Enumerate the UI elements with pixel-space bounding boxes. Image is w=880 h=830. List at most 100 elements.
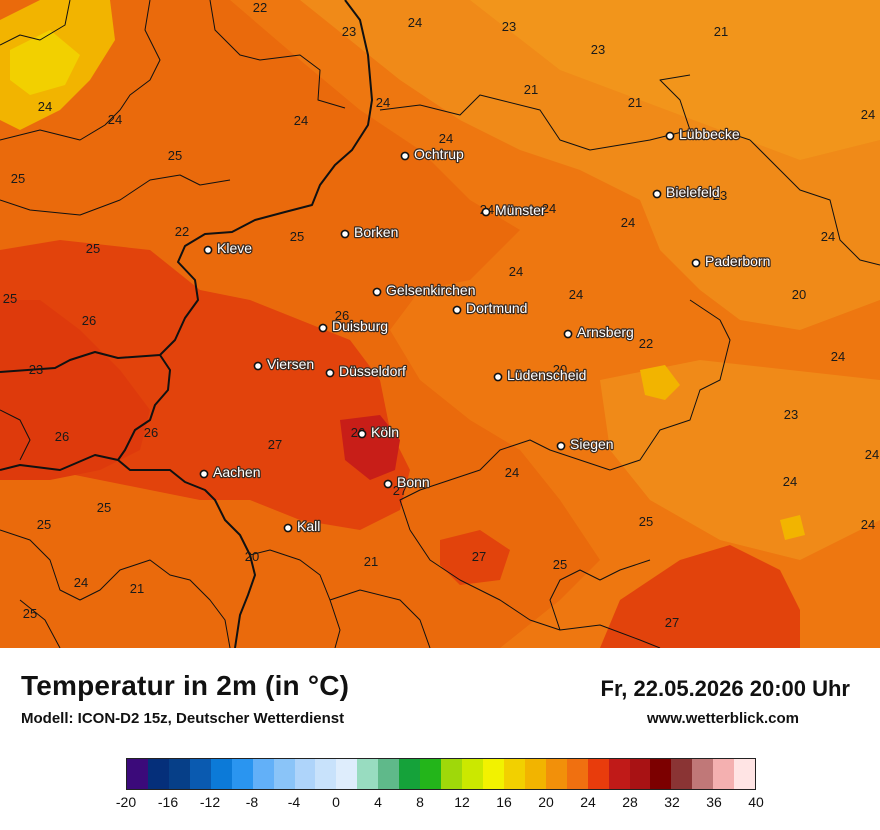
temp-label: 22 bbox=[175, 224, 189, 239]
city-label-siegen: Siegen bbox=[570, 436, 614, 452]
scale-swatch bbox=[692, 759, 714, 789]
map-title: Temperatur in 2m (in °C) bbox=[21, 670, 350, 701]
city-label-dortmund: Dortmund bbox=[466, 300, 527, 316]
temp-label: 25 bbox=[11, 171, 25, 186]
scale-swatch bbox=[734, 759, 756, 789]
scale-swatch bbox=[462, 759, 483, 789]
temp-label: 24 bbox=[509, 264, 523, 279]
scale-swatch bbox=[127, 759, 148, 789]
scale-tick-label: 8 bbox=[416, 794, 424, 810]
city-dot-bonn bbox=[383, 479, 393, 489]
scale-swatch bbox=[629, 759, 651, 789]
scale-tick-label: 24 bbox=[580, 794, 596, 810]
scale-swatch bbox=[357, 759, 379, 789]
scale-swatch bbox=[294, 759, 316, 789]
scale-swatch bbox=[315, 759, 337, 789]
city-dot-duisburg bbox=[318, 323, 328, 333]
temp-label: 21 bbox=[524, 82, 538, 97]
scale-swatch bbox=[608, 759, 630, 789]
city-dot-kall bbox=[283, 523, 293, 533]
temp-label: 24 bbox=[783, 474, 797, 489]
temp-label: 24 bbox=[865, 447, 879, 462]
city-dot-kleve bbox=[203, 245, 213, 255]
forecast-datetime: Fr, 22.05.2026 20:00 Uhr bbox=[600, 676, 851, 701]
city-label-viersen: Viersen bbox=[267, 356, 314, 372]
temp-label: 22 bbox=[253, 0, 267, 15]
temp-label: 24 bbox=[294, 113, 308, 128]
temp-label: 24 bbox=[439, 131, 453, 146]
scale-tick-label: 20 bbox=[538, 794, 554, 810]
temp-label: 23 bbox=[591, 42, 605, 57]
temp-label: 23 bbox=[342, 24, 356, 39]
scale-swatch bbox=[189, 759, 211, 789]
scale-swatch bbox=[503, 759, 525, 789]
temp-label: 24 bbox=[376, 95, 390, 110]
map-canvas: 22 23 24 23 21 23 24 21 21 24 24 24 24 2… bbox=[0, 0, 880, 648]
temp-label: 24 bbox=[408, 15, 422, 30]
scale-tick-label: -20 bbox=[115, 794, 137, 810]
scale-swatch bbox=[168, 759, 190, 789]
color-scale-ticks: -20 -16 -12 -8 -4 0 4 8 12 16 20 24 28 32 36 40 bbox=[106, 794, 776, 814]
field-20-spot bbox=[640, 365, 680, 400]
city-label-bielefeld: Bielefeld bbox=[666, 184, 720, 200]
scale-tick-label: 16 bbox=[496, 794, 512, 810]
field-21 bbox=[470, 0, 880, 160]
scale-swatch bbox=[713, 759, 735, 789]
city-label-borken: Borken bbox=[354, 224, 398, 240]
country-borders bbox=[0, 0, 373, 648]
city-label-muenster: Münster bbox=[495, 202, 546, 218]
temp-label: 21 bbox=[130, 581, 144, 596]
temp-label: 24 bbox=[505, 465, 519, 480]
temp-label: 25 bbox=[168, 148, 182, 163]
city-label-luedenscheid: Lüdenscheid bbox=[507, 367, 586, 383]
city-dot-luedenscheid bbox=[493, 372, 503, 382]
field-27-south bbox=[440, 530, 510, 585]
color-scale bbox=[126, 758, 756, 790]
city-label-arnsberg: Arnsberg bbox=[577, 324, 634, 340]
temp-label: 27 bbox=[268, 437, 282, 452]
city-dot-aachen bbox=[199, 469, 209, 479]
region-borders bbox=[0, 0, 880, 648]
city-markers: Lübbecke Ochtrup Bielefeld Münster Kleve… bbox=[199, 125, 772, 535]
temp-label: 27 bbox=[665, 615, 679, 630]
scale-tick-label: 32 bbox=[664, 794, 680, 810]
temp-label: 26 bbox=[144, 425, 158, 440]
scale-swatch bbox=[210, 759, 232, 789]
temp-label: 25 bbox=[86, 241, 100, 256]
temp-label: 23 bbox=[713, 188, 727, 203]
scale-swatch bbox=[399, 759, 421, 789]
temp-label: 25 bbox=[97, 500, 111, 515]
scale-tick-label: 28 bbox=[622, 794, 638, 810]
source-website: www.wetterblick.com bbox=[647, 710, 799, 727]
city-dot-gelsenkirchen bbox=[372, 287, 382, 297]
temp-label: 21 bbox=[628, 95, 642, 110]
scale-tick-label: 0 bbox=[332, 794, 340, 810]
scale-swatch bbox=[378, 759, 400, 789]
scale-tick-label: -8 bbox=[245, 794, 259, 810]
city-dot-ochtrup bbox=[400, 151, 410, 161]
temp-label: 25 bbox=[3, 291, 17, 306]
city-label-duisburg: Duisburg bbox=[332, 318, 388, 334]
scale-tick-label: 12 bbox=[454, 794, 470, 810]
city-label-aachen: Aachen bbox=[213, 464, 260, 480]
temp-label: 24 bbox=[38, 99, 52, 114]
scale-tick-label: -12 bbox=[199, 794, 221, 810]
scale-swatch bbox=[524, 759, 546, 789]
temp-label: 21 bbox=[364, 554, 378, 569]
temp-label: 24 bbox=[108, 112, 122, 127]
city-label-koeln: Köln bbox=[371, 424, 399, 440]
model-info: Modell: ICON-D2 15z, Deutscher Wetterdie… bbox=[21, 710, 345, 727]
scale-swatch bbox=[336, 759, 358, 789]
scale-tick-label: 40 bbox=[748, 794, 764, 810]
field-20-spot2 bbox=[780, 515, 805, 540]
temp-label: 25 bbox=[553, 557, 567, 572]
scale-swatch bbox=[545, 759, 567, 789]
temp-label: 25 bbox=[290, 229, 304, 244]
temp-label: 23 bbox=[784, 407, 798, 422]
temp-label: 26 bbox=[55, 429, 69, 444]
city-dot-bielefeld bbox=[652, 189, 662, 199]
temperature-map[interactable]: 22 23 24 23 21 23 24 21 21 24 24 24 24 2… bbox=[0, 0, 880, 648]
temp-label: 22 bbox=[639, 336, 653, 351]
city-dot-borken bbox=[340, 229, 350, 239]
scale-swatch bbox=[273, 759, 295, 789]
